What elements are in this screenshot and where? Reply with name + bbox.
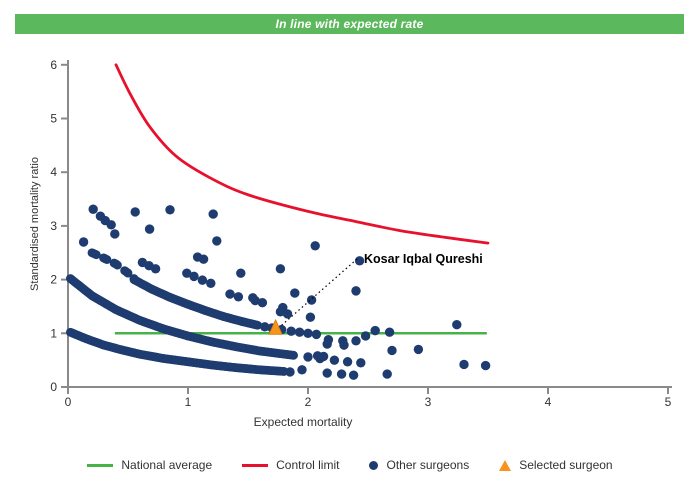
data-point[interactable]	[236, 268, 246, 278]
annotation-leader-line	[281, 258, 358, 326]
data-point[interactable]	[356, 358, 366, 368]
data-point[interactable]	[351, 286, 361, 296]
x-tick-label: 0	[65, 395, 72, 409]
data-point[interactable]	[212, 236, 222, 246]
data-point[interactable]	[225, 289, 235, 299]
data-point[interactable]	[206, 278, 216, 289]
data-point[interactable]	[289, 350, 298, 360]
data-point[interactable]	[275, 264, 286, 274]
y-axis-title: Standardised mortality ratio	[29, 157, 41, 291]
data-point[interactable]	[150, 264, 161, 274]
y-tick-label: 0	[50, 380, 57, 394]
data-point[interactable]	[459, 359, 469, 370]
x-tick-label: 3	[425, 395, 432, 409]
selected-surgeon-label: Kosar Iqbal Qureshi	[364, 252, 483, 266]
funnel-plot: 0 1 2 3 4 5 6 0 1 2 3 4 5 Expected mortality Standardi…	[29, 58, 672, 429]
data-point[interactable]	[189, 271, 199, 282]
data-point[interactable]	[360, 331, 371, 341]
selected-surgeon-point[interactable]	[268, 318, 283, 335]
national-average-line-swatch	[87, 463, 114, 467]
data-point[interactable]	[88, 204, 98, 214]
data-point[interactable]	[275, 307, 286, 317]
x-axis-title: Expected mortality	[254, 415, 353, 429]
legend-label: Selected surgeon	[519, 458, 613, 472]
y-tick-label: 4	[50, 165, 57, 179]
y-tick-label: 3	[50, 219, 57, 233]
data-point[interactable]	[78, 237, 89, 247]
data-point[interactable]	[322, 339, 332, 349]
data-point[interactable]	[294, 327, 305, 337]
data-point[interactable]	[113, 260, 122, 270]
status-banner: In line with expected rate	[15, 14, 684, 34]
data-point[interactable]	[208, 209, 218, 219]
data-point[interactable]	[285, 367, 295, 377]
data-point[interactable]	[305, 312, 316, 322]
x-tick-label: 5	[665, 395, 672, 409]
data-point[interactable]	[197, 275, 208, 285]
legend-item-selected-surgeon: Selected surgeon	[499, 458, 613, 472]
data-point[interactable]	[286, 326, 296, 336]
data-point[interactable]	[198, 254, 209, 264]
data-point[interactable]	[282, 309, 293, 319]
data-point[interactable]	[106, 220, 116, 230]
data-point[interactable]	[318, 351, 329, 362]
data-point[interactable]	[233, 292, 244, 302]
legend-label: Control limit	[276, 458, 340, 472]
x-tick-label: 1	[185, 395, 192, 409]
data-point[interactable]	[384, 327, 395, 337]
data-point[interactable]	[387, 345, 397, 356]
data-point[interactable]	[257, 297, 268, 308]
data-point[interactable]	[253, 320, 262, 330]
data-point[interactable]	[306, 295, 317, 305]
data-point[interactable]	[110, 229, 120, 239]
data-point[interactable]	[310, 241, 320, 251]
y-tick-label: 6	[50, 58, 57, 72]
data-point[interactable]	[297, 365, 307, 375]
selected-surgeon-triangle-swatch	[499, 459, 512, 471]
data-point[interactable]	[248, 293, 258, 303]
data-point[interactable]	[351, 336, 361, 346]
legend-label: National average	[121, 458, 213, 472]
data-point[interactable]	[413, 344, 424, 355]
data-point[interactable]	[102, 255, 112, 264]
y-tick-label: 2	[50, 273, 57, 287]
x-tick-label: 2	[305, 395, 312, 409]
data-point[interactable]	[290, 288, 300, 298]
legend-item-other-surgeons: Other surgeons	[369, 458, 469, 472]
data-point[interactable]	[303, 352, 313, 362]
data-point[interactable]	[182, 268, 192, 278]
data-point[interactable]	[480, 360, 491, 371]
legend-label: Other surgeons	[386, 458, 470, 472]
data-point[interactable]	[354, 256, 365, 266]
data-point[interactable]	[322, 368, 332, 378]
data-point[interactable]	[342, 357, 353, 367]
data-point[interactable]	[91, 250, 101, 260]
data-point[interactable]	[336, 369, 347, 379]
y-tick-label: 1	[50, 326, 57, 340]
data-point[interactable]	[348, 370, 359, 380]
data-point[interactable]	[130, 207, 140, 217]
control-limit-line-swatch	[242, 463, 269, 467]
y-tick-label: 5	[50, 112, 57, 126]
legend-item-control-limit: Control limit	[242, 458, 339, 472]
data-point[interactable]	[303, 328, 313, 338]
data-point[interactable]	[452, 320, 462, 330]
data-point[interactable]	[370, 325, 380, 336]
data-point[interactable]	[311, 329, 322, 340]
data-point[interactable]	[329, 355, 340, 365]
data-point[interactable]	[382, 369, 392, 379]
x-tick-label: 4	[545, 395, 552, 409]
data-point[interactable]	[165, 205, 175, 215]
data-point[interactable]	[123, 268, 133, 278]
chart-legend: National average Control limit Other sur…	[0, 458, 700, 472]
legend-item-national-average: National average	[87, 458, 212, 472]
data-point[interactable]	[144, 224, 155, 234]
data-point[interactable]	[339, 340, 349, 350]
other-surgeons-dot-swatch	[369, 460, 379, 470]
control-limit-line	[114, 63, 490, 245]
status-banner-text: In line with expected rate	[275, 17, 424, 31]
data-point[interactable]	[260, 322, 270, 332]
